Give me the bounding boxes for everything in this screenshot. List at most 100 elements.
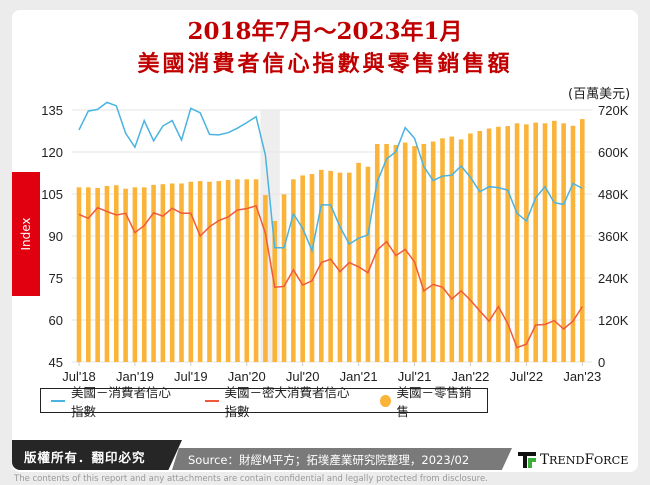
legend-item-retail-sales: 美國－零售銷售 xyxy=(380,382,473,420)
retail-sales-bar xyxy=(477,131,483,362)
legend-swatch-red xyxy=(204,399,219,402)
trendforce-logo: TRENDFORCE xyxy=(518,448,638,472)
retail-sales-bar xyxy=(430,141,436,362)
legend-swatch-blue xyxy=(51,399,66,402)
retail-sales-bar xyxy=(160,184,166,362)
x-tick-label: Jan'19 xyxy=(116,369,154,384)
retail-sales-bar xyxy=(458,139,464,362)
retail-sales-bar xyxy=(561,123,566,362)
retail-sales-bar xyxy=(421,143,427,362)
retail-sales-bar xyxy=(579,119,585,362)
retail-sales-bar xyxy=(253,179,259,362)
left-tick-label: 45 xyxy=(49,355,63,370)
x-tick-label: Jan'23 xyxy=(563,369,601,384)
retail-sales-bar xyxy=(412,146,417,362)
retail-sales-bar xyxy=(533,122,538,362)
source-banner: Source：財經M平方；拓墣產業研究院整理，2023/02 xyxy=(172,448,512,470)
x-tick-label: Jul'22 xyxy=(510,369,544,384)
trendforce-logo-icon xyxy=(518,452,536,468)
x-tick-label: Jul'19 xyxy=(174,369,208,384)
right-tick-label: 480K xyxy=(598,187,629,202)
retail-sales-bar xyxy=(524,124,529,362)
retail-sales-bar xyxy=(346,172,352,362)
copyright-text: 版權所有．翻印必究 xyxy=(24,450,146,465)
retail-sales-bar xyxy=(272,220,278,362)
retail-sales-bar xyxy=(141,187,147,362)
left-axis-label-tab: Index xyxy=(12,172,40,296)
legend-label: 美國－密大消費者信心指數 xyxy=(224,384,350,419)
source-text: Source：財經M平方；拓墣產業研究院整理，2023/02 xyxy=(188,453,470,467)
x-tick-label: Jan'20 xyxy=(228,369,266,384)
right-tick-label: 360K xyxy=(598,229,629,244)
retail-sales-bar xyxy=(104,185,110,362)
left-tick-label: 105 xyxy=(41,187,63,202)
x-tick-label: Jan'22 xyxy=(451,369,489,384)
right-tick-label: 120K xyxy=(598,313,629,328)
retail-sales-bar xyxy=(244,179,250,362)
retail-sales-bar xyxy=(486,128,492,362)
retail-sales-bar xyxy=(300,175,305,362)
retail-sales-bar xyxy=(169,183,175,362)
michigan-sentiment-line xyxy=(78,204,583,349)
x-tick-label: Jul'20 xyxy=(286,369,320,384)
retail-sales-bar xyxy=(132,187,138,362)
retail-sales-bar xyxy=(179,183,184,362)
retail-sales-bar xyxy=(374,143,380,362)
retail-sales-bar xyxy=(76,187,82,362)
retail-sales-bar xyxy=(496,126,501,362)
left-tick-label: 75 xyxy=(49,271,63,286)
retail-sales-bar xyxy=(309,174,315,362)
copyright-banner: 版權所有．翻印必究 xyxy=(12,440,182,470)
left-tick-label: 60 xyxy=(49,313,63,328)
legend-item-michigan-sentiment: 美國－密大消費者信心指數 xyxy=(204,382,357,420)
left-tick-label: 120 xyxy=(41,145,63,160)
retail-sales-bar xyxy=(281,194,287,362)
x-tick-label: Jul'18 xyxy=(62,369,96,384)
right-tick-label: 600K xyxy=(598,145,629,160)
retail-sales-bar xyxy=(337,172,343,362)
x-tick-label: Jan'21 xyxy=(340,369,378,384)
right-tick-label: 240K xyxy=(598,271,629,286)
disclaimer: The contents of this report and any atta… xyxy=(14,474,488,484)
retail-sales-bar xyxy=(552,120,557,362)
retail-sales-bar xyxy=(263,195,268,362)
legend: 美國－消費者信心指數 美國－密大消費者信心指數 美國－零售銷售 xyxy=(40,385,488,419)
legend-label: 美國－消費者信心指數 xyxy=(71,384,172,419)
retail-sales-bar xyxy=(95,188,100,362)
retail-sales-bar xyxy=(216,181,222,362)
retail-sales-bar xyxy=(151,184,156,362)
retail-sales-bar xyxy=(570,125,576,362)
left-tick-label: 135 xyxy=(41,103,63,118)
retail-sales-bar xyxy=(393,145,399,362)
legend-item-consumer-confidence: 美國－消費者信心指數 xyxy=(51,382,181,420)
x-tick-label: Jul'21 xyxy=(398,369,432,384)
left-tick-label: 90 xyxy=(49,229,63,244)
retail-sales-bar xyxy=(328,170,333,362)
retail-sales-bar xyxy=(188,181,194,362)
chart-subtitle: 美國消費者信心指數與零售銷售額 xyxy=(137,51,513,77)
retail-sales-bar xyxy=(123,188,128,362)
retail-sales-bar xyxy=(468,133,473,362)
right-tick-label: 0 xyxy=(598,355,605,370)
retail-sales-bar xyxy=(542,123,548,362)
retail-sales-bar xyxy=(440,138,445,362)
legend-swatch-dot xyxy=(380,394,391,407)
right-axis-unit: (百萬美元) xyxy=(568,87,631,102)
retail-sales-bar xyxy=(384,143,389,362)
retail-sales-bar xyxy=(365,166,371,362)
retail-sales-bar xyxy=(235,179,240,362)
retail-sales-bar xyxy=(86,187,91,362)
retail-sales-bar xyxy=(113,185,119,362)
retail-sales-bar xyxy=(207,181,212,362)
retail-sales-bar xyxy=(225,180,231,362)
retail-sales-bar xyxy=(402,142,408,362)
retail-sales-bar xyxy=(197,181,203,362)
consumer-confidence-line xyxy=(78,101,583,254)
legend-label: 美國－零售銷售 xyxy=(396,384,472,419)
retail-sales-bar xyxy=(356,162,361,362)
retail-sales-bar xyxy=(319,169,324,362)
right-tick-label: 720K xyxy=(598,103,629,118)
retail-sales-bar xyxy=(505,126,511,362)
retail-sales-bar xyxy=(449,136,455,362)
